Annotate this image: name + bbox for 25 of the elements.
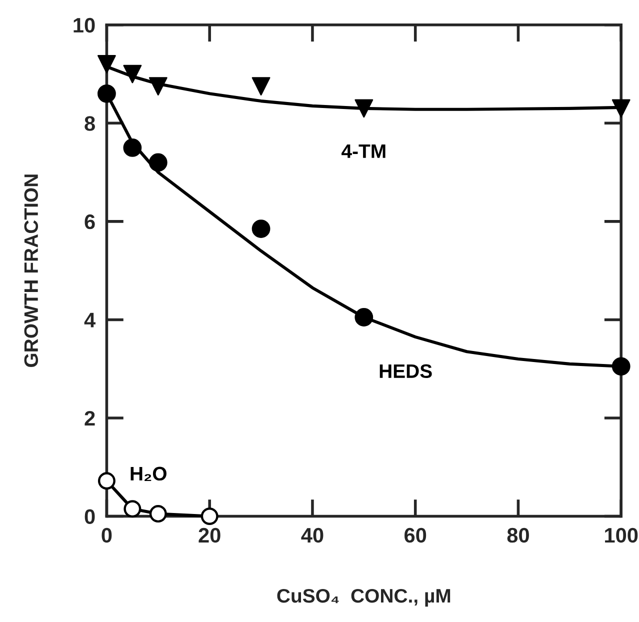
x-tick-label: 20 <box>198 528 220 543</box>
y-tick-label: 8 <box>84 116 95 131</box>
text: HEDS <box>380 364 432 378</box>
x-tick-label: 100 <box>605 528 638 543</box>
y-axis-title: GROWTH FRACTION <box>24 174 38 367</box>
y-tick-label: 10 <box>74 18 95 33</box>
series-label: H₂O <box>130 466 166 481</box>
y-tick-label: 4 <box>84 312 96 328</box>
x-tick-label: 0 <box>102 528 112 543</box>
y-tick-label: 6 <box>84 214 95 230</box>
x-tick-label: 40 <box>301 528 324 543</box>
y-tick-label: 2 <box>84 410 95 426</box>
point <box>612 99 630 118</box>
point <box>200 508 218 526</box>
point <box>252 77 270 96</box>
point <box>252 220 270 238</box>
point <box>124 500 142 518</box>
point <box>98 54 116 74</box>
series-label: 4-TM <box>342 144 386 158</box>
x-tick-label: 80 <box>507 528 529 543</box>
y-tick-label: 0 <box>84 509 95 524</box>
x-axis-title: CuSO₄ CONC., µM <box>277 588 450 607</box>
x-tick-label: 60 <box>404 528 426 543</box>
point <box>149 505 167 523</box>
point <box>98 472 116 490</box>
